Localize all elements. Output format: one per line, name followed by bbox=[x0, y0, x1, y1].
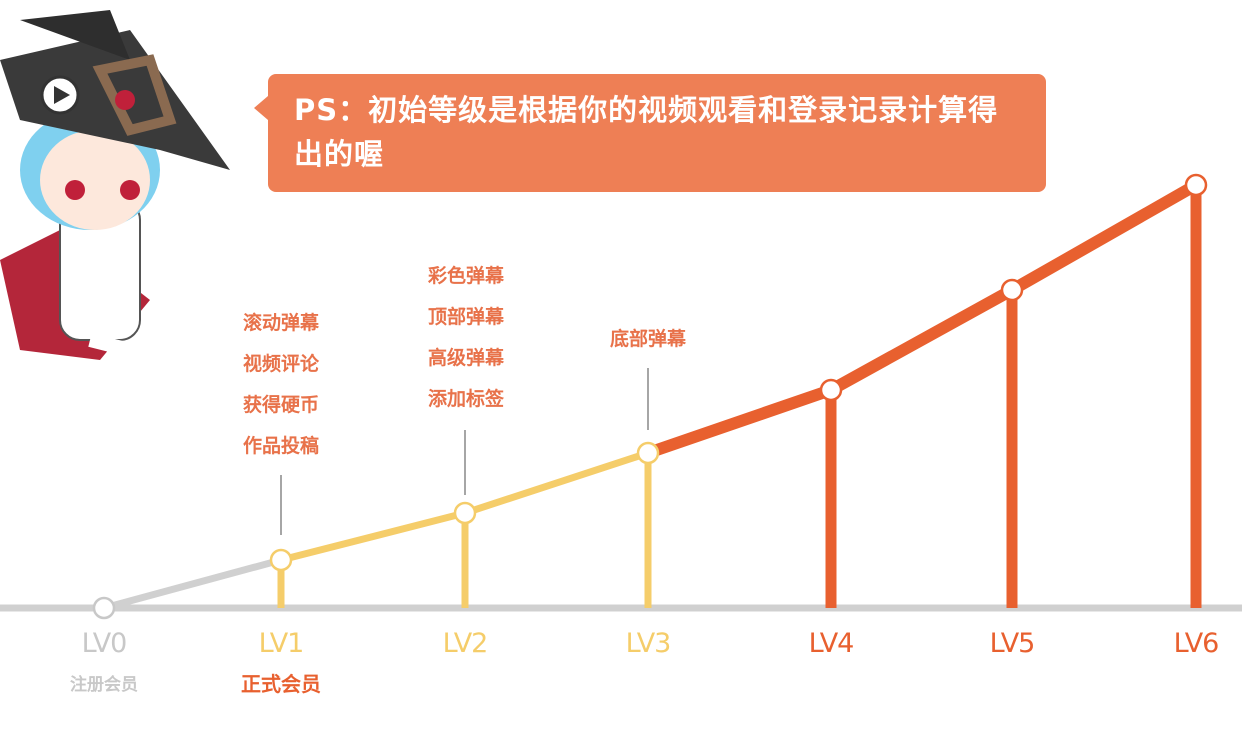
perks-lv2: 彩色弹幕 顶部弹幕 高级弹幕 添加标签 bbox=[406, 256, 526, 420]
level-label-lv1: LV1 bbox=[258, 628, 305, 659]
progress-segment bbox=[100, 556, 285, 612]
perk-item: 底部弹幕 bbox=[609, 328, 686, 350]
level-label-lv3: LV3 bbox=[625, 628, 672, 659]
notice-bubble: PS：初始等级是根据你的视频观看和登录记录计算得出的喔 bbox=[254, 74, 1046, 192]
perk-item: 滚动弹幕 bbox=[242, 312, 319, 334]
perk-item: 顶部弹幕 bbox=[427, 306, 504, 328]
perk-item: 作品投稿 bbox=[242, 435, 319, 457]
perk-item: 高级弹幕 bbox=[427, 347, 504, 369]
level-subtitle-lv0: 注册会员 bbox=[70, 675, 138, 695]
level-label-lv5: LV5 bbox=[989, 628, 1036, 659]
level-subtitle-lv1: 正式会员 bbox=[241, 672, 321, 696]
mascot-illustration bbox=[0, 10, 230, 394]
perk-item: 获得硬币 bbox=[242, 394, 319, 416]
level-label-lv6: LV6 bbox=[1173, 628, 1220, 659]
tv-mascot-node-icon bbox=[453, 501, 477, 525]
progress-segment bbox=[461, 449, 652, 517]
level-label-lv4: LV4 bbox=[808, 628, 855, 659]
perks-lv1: 滚动弹幕 视频评论 获得硬币 作品投稿 bbox=[221, 303, 341, 467]
tv-mascot-node-icon bbox=[1184, 173, 1208, 197]
perk-item: 视频评论 bbox=[242, 353, 319, 375]
level-label-lv0: LV0 bbox=[81, 628, 128, 659]
notice-text: PS：初始等级是根据你的视频观看和登录记录计算得出的喔 bbox=[294, 93, 999, 171]
tv-mascot-node-icon bbox=[92, 596, 116, 620]
perk-item: 彩色弹幕 bbox=[427, 265, 504, 287]
progress-segment bbox=[277, 509, 469, 564]
tv-mascot-node-icon bbox=[1000, 278, 1024, 302]
perks-lv3: 底部弹幕 bbox=[588, 319, 708, 360]
tv-mascot-node-icon bbox=[269, 548, 293, 572]
tv-mascot-node-icon bbox=[636, 441, 660, 465]
progress-segment bbox=[1006, 179, 1202, 296]
progress-segment bbox=[825, 284, 1018, 396]
tv-mascot-node-icon bbox=[819, 378, 843, 402]
level-label-lv2: LV2 bbox=[442, 628, 489, 659]
progress-segment bbox=[642, 384, 837, 459]
perk-item: 添加标签 bbox=[427, 388, 504, 410]
